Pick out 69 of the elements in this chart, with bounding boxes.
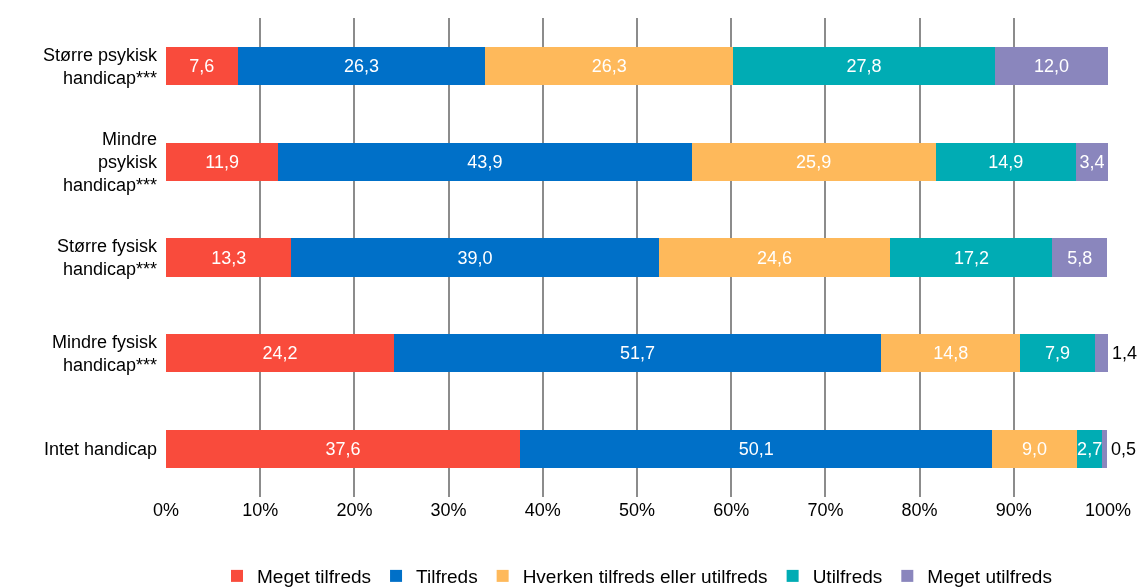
data-label: 51,7: [619, 343, 655, 364]
y-tick-label: Større psykisk handicap***: [42, 44, 158, 88]
data-label: 24,2: [262, 343, 298, 364]
data-label: 26,3: [343, 55, 379, 76]
bar: [994, 46, 1108, 86]
data-label: 50,1: [738, 439, 774, 460]
bar: [1102, 429, 1108, 469]
data-label: 11,9: [205, 151, 239, 172]
bar: [166, 46, 238, 86]
data-label: 37,6: [325, 439, 361, 460]
x-tick-label: 70%: [807, 500, 844, 520]
data-label: 43,9: [467, 151, 503, 172]
data-label: 7,6: [189, 55, 215, 76]
x-tick-label: 100%: [1084, 500, 1132, 520]
bar: [992, 429, 1077, 469]
data-label: 2,7: [1077, 439, 1103, 460]
data-label: 14,8: [933, 343, 969, 364]
data-label: 39,0: [457, 247, 493, 268]
data-label: 13,3: [211, 247, 247, 268]
y-tick-label: Mindre psykisk handicap***: [62, 128, 158, 196]
data-label: 17,2: [953, 247, 989, 268]
data-label: 3,4: [1079, 151, 1105, 172]
y-tick-label: Mindre fysisk handicap***: [51, 331, 158, 376]
bar: [278, 142, 692, 181]
data-label: 24,6: [757, 247, 793, 268]
x-tick-label: 60%: [713, 500, 750, 520]
data-label: 9,0: [1022, 439, 1048, 460]
data-label: 5,8: [1067, 247, 1093, 268]
y-tick-label: Intet handicap: [43, 439, 157, 460]
bar: [890, 238, 1053, 277]
x-tick-label: 40%: [524, 500, 561, 520]
bar: [733, 46, 995, 86]
x-tick-label: 90%: [995, 500, 1032, 520]
x-tick-label: 10%: [242, 500, 279, 520]
bar: [935, 142, 1076, 181]
data-label: 12,0: [1033, 55, 1069, 76]
bar: [166, 142, 279, 181]
bar: [291, 238, 659, 277]
bar: [166, 429, 521, 469]
bar: [1020, 334, 1095, 373]
bar: [485, 46, 734, 86]
data-label: 7,9: [1045, 343, 1071, 364]
legend-label: Meget tilfreds: [257, 566, 372, 588]
bar: [880, 334, 1021, 373]
legend-label: Meget utilfreds: [927, 566, 1052, 588]
bar: [166, 334, 394, 373]
data-label: 1,4: [1112, 343, 1138, 363]
x-tick-label: 80%: [901, 500, 938, 520]
legend-label: Utilfreds: [812, 566, 883, 588]
bar: [393, 334, 881, 373]
x-tick-label: 0%: [152, 500, 180, 520]
bar: [237, 46, 486, 86]
x-tick-label: 50%: [618, 500, 656, 520]
data-label: 0,5: [1111, 439, 1137, 459]
bar: [520, 429, 993, 469]
bar: [1052, 238, 1108, 277]
bar: [691, 142, 936, 181]
legend-label: Hverken tilfreds eller utilfreds: [522, 566, 768, 588]
bar: [1094, 334, 1108, 373]
data-label: 25,9: [796, 151, 832, 172]
legend-label: Tilfreds: [416, 566, 478, 588]
bar: [166, 238, 292, 277]
data-label: 26,3: [591, 55, 627, 76]
x-tick-label: 30%: [430, 500, 467, 520]
x-tick-label: 20%: [336, 500, 373, 520]
data-label: 14,9: [988, 151, 1024, 172]
bar: [658, 238, 891, 277]
y-tick-label: Større fysisk handicap***: [56, 236, 158, 280]
data-label: 27,8: [846, 55, 882, 76]
